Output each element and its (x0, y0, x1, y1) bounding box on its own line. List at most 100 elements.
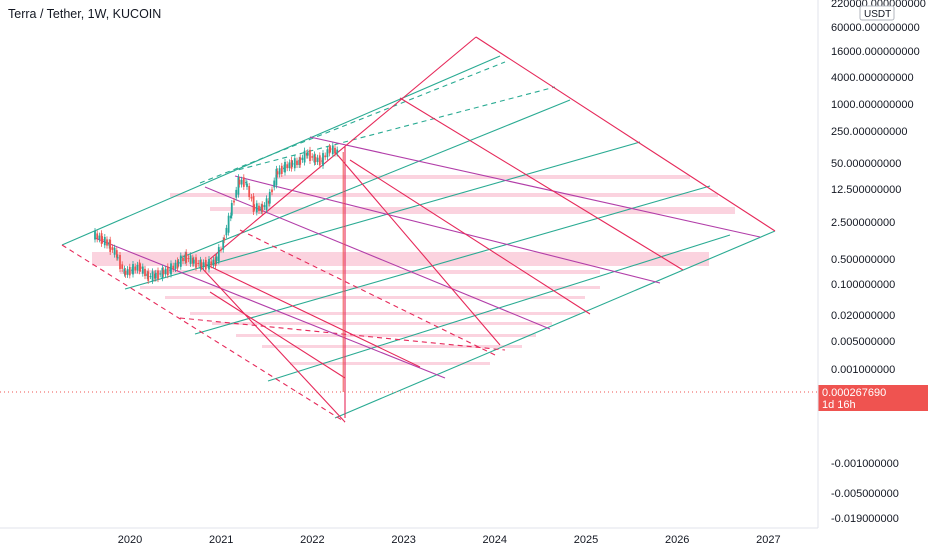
candle-body (318, 155, 321, 166)
candle-body (124, 271, 127, 275)
y-tick-label: 12.500000000 (831, 184, 901, 196)
candle-body (204, 259, 207, 270)
pink-dashed-lower (179, 317, 506, 351)
candle-body (324, 155, 327, 158)
pink-line-3 (334, 151, 501, 346)
candle-body (185, 252, 188, 263)
pink-line-1 (209, 291, 346, 379)
candle-body (199, 259, 202, 269)
candle-body (293, 158, 296, 169)
pink-line-2 (204, 263, 421, 368)
candle-body (288, 162, 291, 169)
candle-body (146, 273, 149, 277)
candle-body (149, 276, 152, 278)
magenta-line-4 (309, 136, 761, 238)
fib-zone-band (230, 211, 735, 214)
candle-body (253, 207, 256, 209)
fib-zone-band (236, 334, 536, 337)
candle-body (116, 257, 119, 259)
fib-zone-band (140, 286, 600, 289)
y-tick-label: 0.005000000 (831, 336, 895, 348)
fib-zone-band (212, 322, 552, 325)
axes: 220000.000000000 60000.000000000 16000.000… (0, 0, 926, 546)
candle-body (240, 179, 243, 185)
candle-body (208, 259, 210, 270)
candle-body (329, 148, 332, 150)
candle-body (111, 247, 114, 250)
y-tick-label: 0.100000000 (831, 279, 895, 291)
candle-body (108, 242, 111, 246)
candle-body (245, 182, 247, 184)
candle-body (260, 206, 263, 211)
pink-rising-median (209, 36, 477, 260)
x-tick-label: 2020 (118, 534, 142, 546)
candle-body (268, 191, 271, 204)
candle-body (336, 149, 339, 154)
candle-body (242, 177, 245, 187)
candle-body (235, 189, 238, 198)
fib-zone-band (275, 175, 690, 179)
candle-body (261, 204, 264, 212)
candle-body (166, 266, 169, 276)
fib-zone-band (120, 270, 600, 274)
candle-body (164, 268, 167, 275)
y-tick-label: 4000.000000000 (831, 72, 914, 84)
y-tick-label: 60000.000000000 (831, 22, 920, 34)
candle-body (326, 149, 329, 158)
candle-body (151, 271, 154, 281)
y-tick-label: 50.000000000 (831, 158, 901, 170)
candle-body (306, 152, 309, 156)
candle-body (246, 183, 248, 187)
x-tick-label: 2022 (300, 534, 324, 546)
pink-line-4 (349, 159, 591, 315)
candle-body (212, 259, 215, 266)
x-tick-label: 2027 (756, 534, 780, 546)
candle-body (182, 257, 184, 262)
candle-body (238, 179, 241, 185)
green-line-3 (194, 185, 711, 335)
candle-body (298, 159, 301, 165)
currency-label: USDT (864, 9, 891, 20)
candle-body (227, 215, 230, 233)
candle-body (215, 256, 218, 262)
candle-body (162, 270, 165, 275)
fib-zones (92, 175, 735, 365)
candle-body (172, 265, 175, 270)
fib-zone-band (165, 296, 585, 299)
candle-body (265, 198, 268, 210)
y-tick-label: -0.005000000 (831, 488, 899, 500)
fib-zone-band (262, 345, 522, 348)
candle-body (222, 240, 225, 250)
fib-zone-band (170, 193, 718, 197)
candle-body (123, 268, 126, 274)
green-upper-boundary (61, 55, 501, 246)
y-tick-label: 220000.000000000 (831, 0, 926, 10)
candle-body (299, 157, 302, 165)
fib-zone-band (92, 252, 709, 266)
candle-body (187, 258, 190, 260)
magenta-line-1 (94, 237, 446, 379)
candle-body (109, 239, 112, 253)
candle-body (214, 257, 217, 266)
candle-body (271, 189, 273, 193)
candle-body (311, 156, 314, 158)
candle-body (334, 147, 336, 154)
candle-body (170, 263, 172, 275)
candle-body (263, 205, 266, 208)
candle-body (157, 270, 159, 280)
candle-body (275, 168, 278, 186)
pitchfork-drawings (61, 36, 776, 423)
candle-body (176, 260, 179, 269)
fib-zone-band (190, 312, 580, 315)
candle-body (316, 157, 319, 163)
candle-body (136, 264, 139, 271)
candle-body (296, 160, 298, 165)
y-tick-label: -0.001000000 (831, 458, 899, 470)
pink-outer-right (475, 36, 776, 232)
candle-body (248, 185, 251, 198)
candle-body (276, 171, 279, 175)
green-mid-dashed (229, 86, 556, 173)
